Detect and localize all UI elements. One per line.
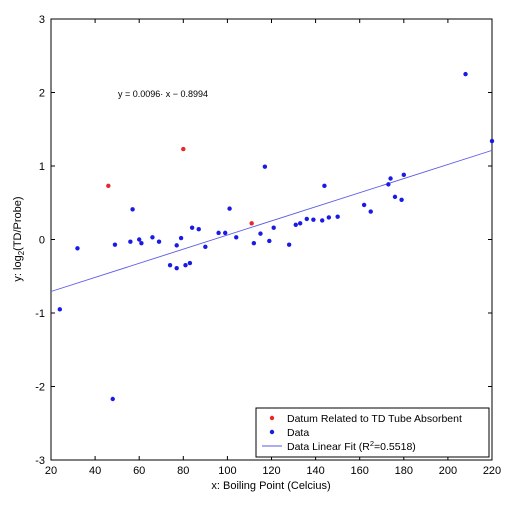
data-point xyxy=(139,240,144,246)
data-point xyxy=(203,244,208,250)
data-point xyxy=(187,260,193,266)
legend-fit-sup: 2 xyxy=(370,439,374,448)
legend-label-fit: Data Linear Fit (R2=0.5518) xyxy=(287,439,416,453)
data-point xyxy=(174,265,179,271)
data-point xyxy=(463,71,468,77)
y-tick-label: -1 xyxy=(35,308,45,320)
x-tick-label: 100 xyxy=(218,465,236,477)
y-tick-label: 1 xyxy=(39,161,45,173)
data-point xyxy=(110,396,115,402)
data-point xyxy=(392,194,398,200)
x-tick-label: 40 xyxy=(89,465,101,477)
data-point xyxy=(262,164,268,169)
x-tick-label: 20 xyxy=(45,465,57,477)
data-point xyxy=(112,242,118,247)
legend-box xyxy=(255,407,490,458)
data-point xyxy=(401,172,406,178)
y-tick-label: -3 xyxy=(35,455,45,467)
data-point xyxy=(234,235,239,240)
data-point xyxy=(320,218,325,223)
y-axis-label-prefix: y: log xyxy=(12,255,24,281)
data-point xyxy=(130,207,135,212)
data-point xyxy=(399,197,404,203)
legend-fit-suffix: =0.5518) xyxy=(374,441,416,453)
data-point-td-tube xyxy=(249,221,254,226)
data-point xyxy=(222,230,228,236)
data-point xyxy=(489,138,495,144)
linear-fit-line xyxy=(50,149,493,292)
data-point-td-tube xyxy=(181,146,186,152)
data-point xyxy=(57,307,63,312)
y-tick-label: -2 xyxy=(35,382,45,394)
data-point xyxy=(326,215,332,220)
x-tick-label: 180 xyxy=(395,465,413,477)
data-point xyxy=(227,206,232,211)
y-axis-label-subscript: 2 xyxy=(17,250,26,255)
y-tick-label: 3 xyxy=(39,14,45,26)
fit-line-layer xyxy=(50,149,493,292)
data-point xyxy=(75,246,80,251)
data-point xyxy=(286,242,292,247)
x-tick-label: 200 xyxy=(439,465,457,477)
fit-equation-annotation: y = 0.0096· x − 0.8994 xyxy=(118,89,208,99)
x-tick-label: 60 xyxy=(133,465,145,477)
data-point xyxy=(178,235,184,241)
data-point xyxy=(361,202,367,208)
data-point xyxy=(368,209,373,214)
data-point xyxy=(322,183,327,189)
x-tick-label: 140 xyxy=(306,465,324,477)
legend: Datum Related to TD Tube Absorbent Data … xyxy=(255,407,490,458)
data-point xyxy=(128,239,133,244)
y-tick-label: 2 xyxy=(39,88,45,100)
plot-area xyxy=(50,18,493,461)
data-point xyxy=(335,214,340,219)
data-point xyxy=(297,221,303,226)
data-point xyxy=(386,182,391,187)
data-point xyxy=(156,239,162,244)
data-point xyxy=(150,235,155,240)
legend-marker-blue xyxy=(269,429,275,435)
data-points-layer xyxy=(57,71,495,402)
data-point xyxy=(183,263,188,268)
data-point-td-tube xyxy=(106,183,111,189)
legend-fit-prefix: Data Linear Fit (R xyxy=(287,441,370,453)
data-point xyxy=(167,263,173,268)
x-tick-label: 160 xyxy=(351,465,369,477)
data-point xyxy=(216,230,221,236)
data-point xyxy=(304,216,309,222)
data-point xyxy=(174,243,179,248)
x-axis-label: x: Boiling Point (Celcius) xyxy=(211,480,330,492)
data-point xyxy=(189,225,195,230)
y-tick-label: 0 xyxy=(39,235,45,247)
x-tick-label: 220 xyxy=(483,465,501,477)
data-point xyxy=(271,225,276,230)
data-point xyxy=(311,217,316,222)
y-axis-label-suffix: (TD/Probe) xyxy=(12,196,24,250)
data-point xyxy=(267,238,272,244)
x-tick-label: 120 xyxy=(262,465,280,477)
data-point xyxy=(258,231,263,236)
data-point xyxy=(137,237,142,242)
x-tick-label: 80 xyxy=(177,465,189,477)
data-point xyxy=(251,240,257,246)
data-point xyxy=(293,222,298,227)
legend-marker-red xyxy=(269,415,275,421)
data-point xyxy=(196,227,201,232)
legend-label-blue: Data xyxy=(287,427,309,439)
data-point xyxy=(388,176,393,181)
y-axis-label: y: log2(TD/Probe) xyxy=(12,196,26,281)
legend-label-red: Datum Related to TD Tube Absorbent xyxy=(287,413,462,425)
